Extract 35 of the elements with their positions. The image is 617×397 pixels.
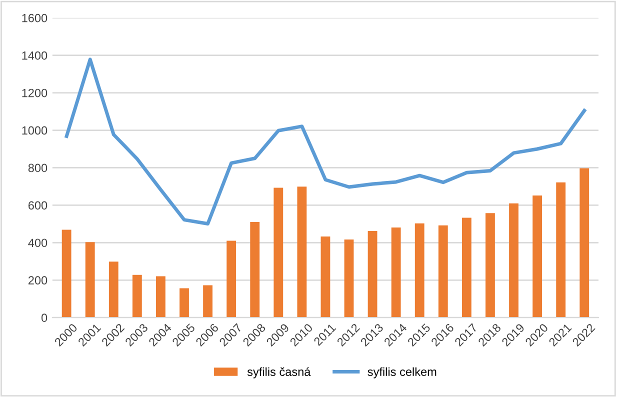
bar [85,242,95,318]
bar [414,223,424,318]
bar [486,213,495,318]
bar [180,288,189,318]
bar [368,231,378,318]
y-tick-label: 800 [28,164,48,172]
bar [320,236,330,318]
y-tick-label: 400 [28,238,48,248]
bar [391,227,401,318]
y-tick-label: 0 [41,314,48,322]
line-series [64,58,586,226]
bar [62,230,72,318]
bar [580,168,590,318]
bar [509,203,518,318]
bar [132,274,142,318]
bar [462,218,472,318]
y-tick-label: 1200 [22,88,48,98]
y-tick-label: 600 [28,201,48,210]
y-tick-label: 1600 [22,14,48,22]
bar [203,285,212,318]
bar [532,195,542,318]
bar [156,276,166,318]
bar [344,239,354,318]
bar [274,188,284,318]
bar [108,262,118,318]
bar [556,182,566,318]
legend-label: syfilis časná [247,367,311,378]
y-tick-label: 1000 [22,126,48,135]
bar [250,222,260,318]
bar [297,186,307,318]
legend-label: syfilis celkem [368,367,436,378]
y-tick-label: 200 [28,276,48,285]
bar [438,225,448,318]
y-tick-label: 1400 [22,51,48,60]
bar [226,240,236,318]
